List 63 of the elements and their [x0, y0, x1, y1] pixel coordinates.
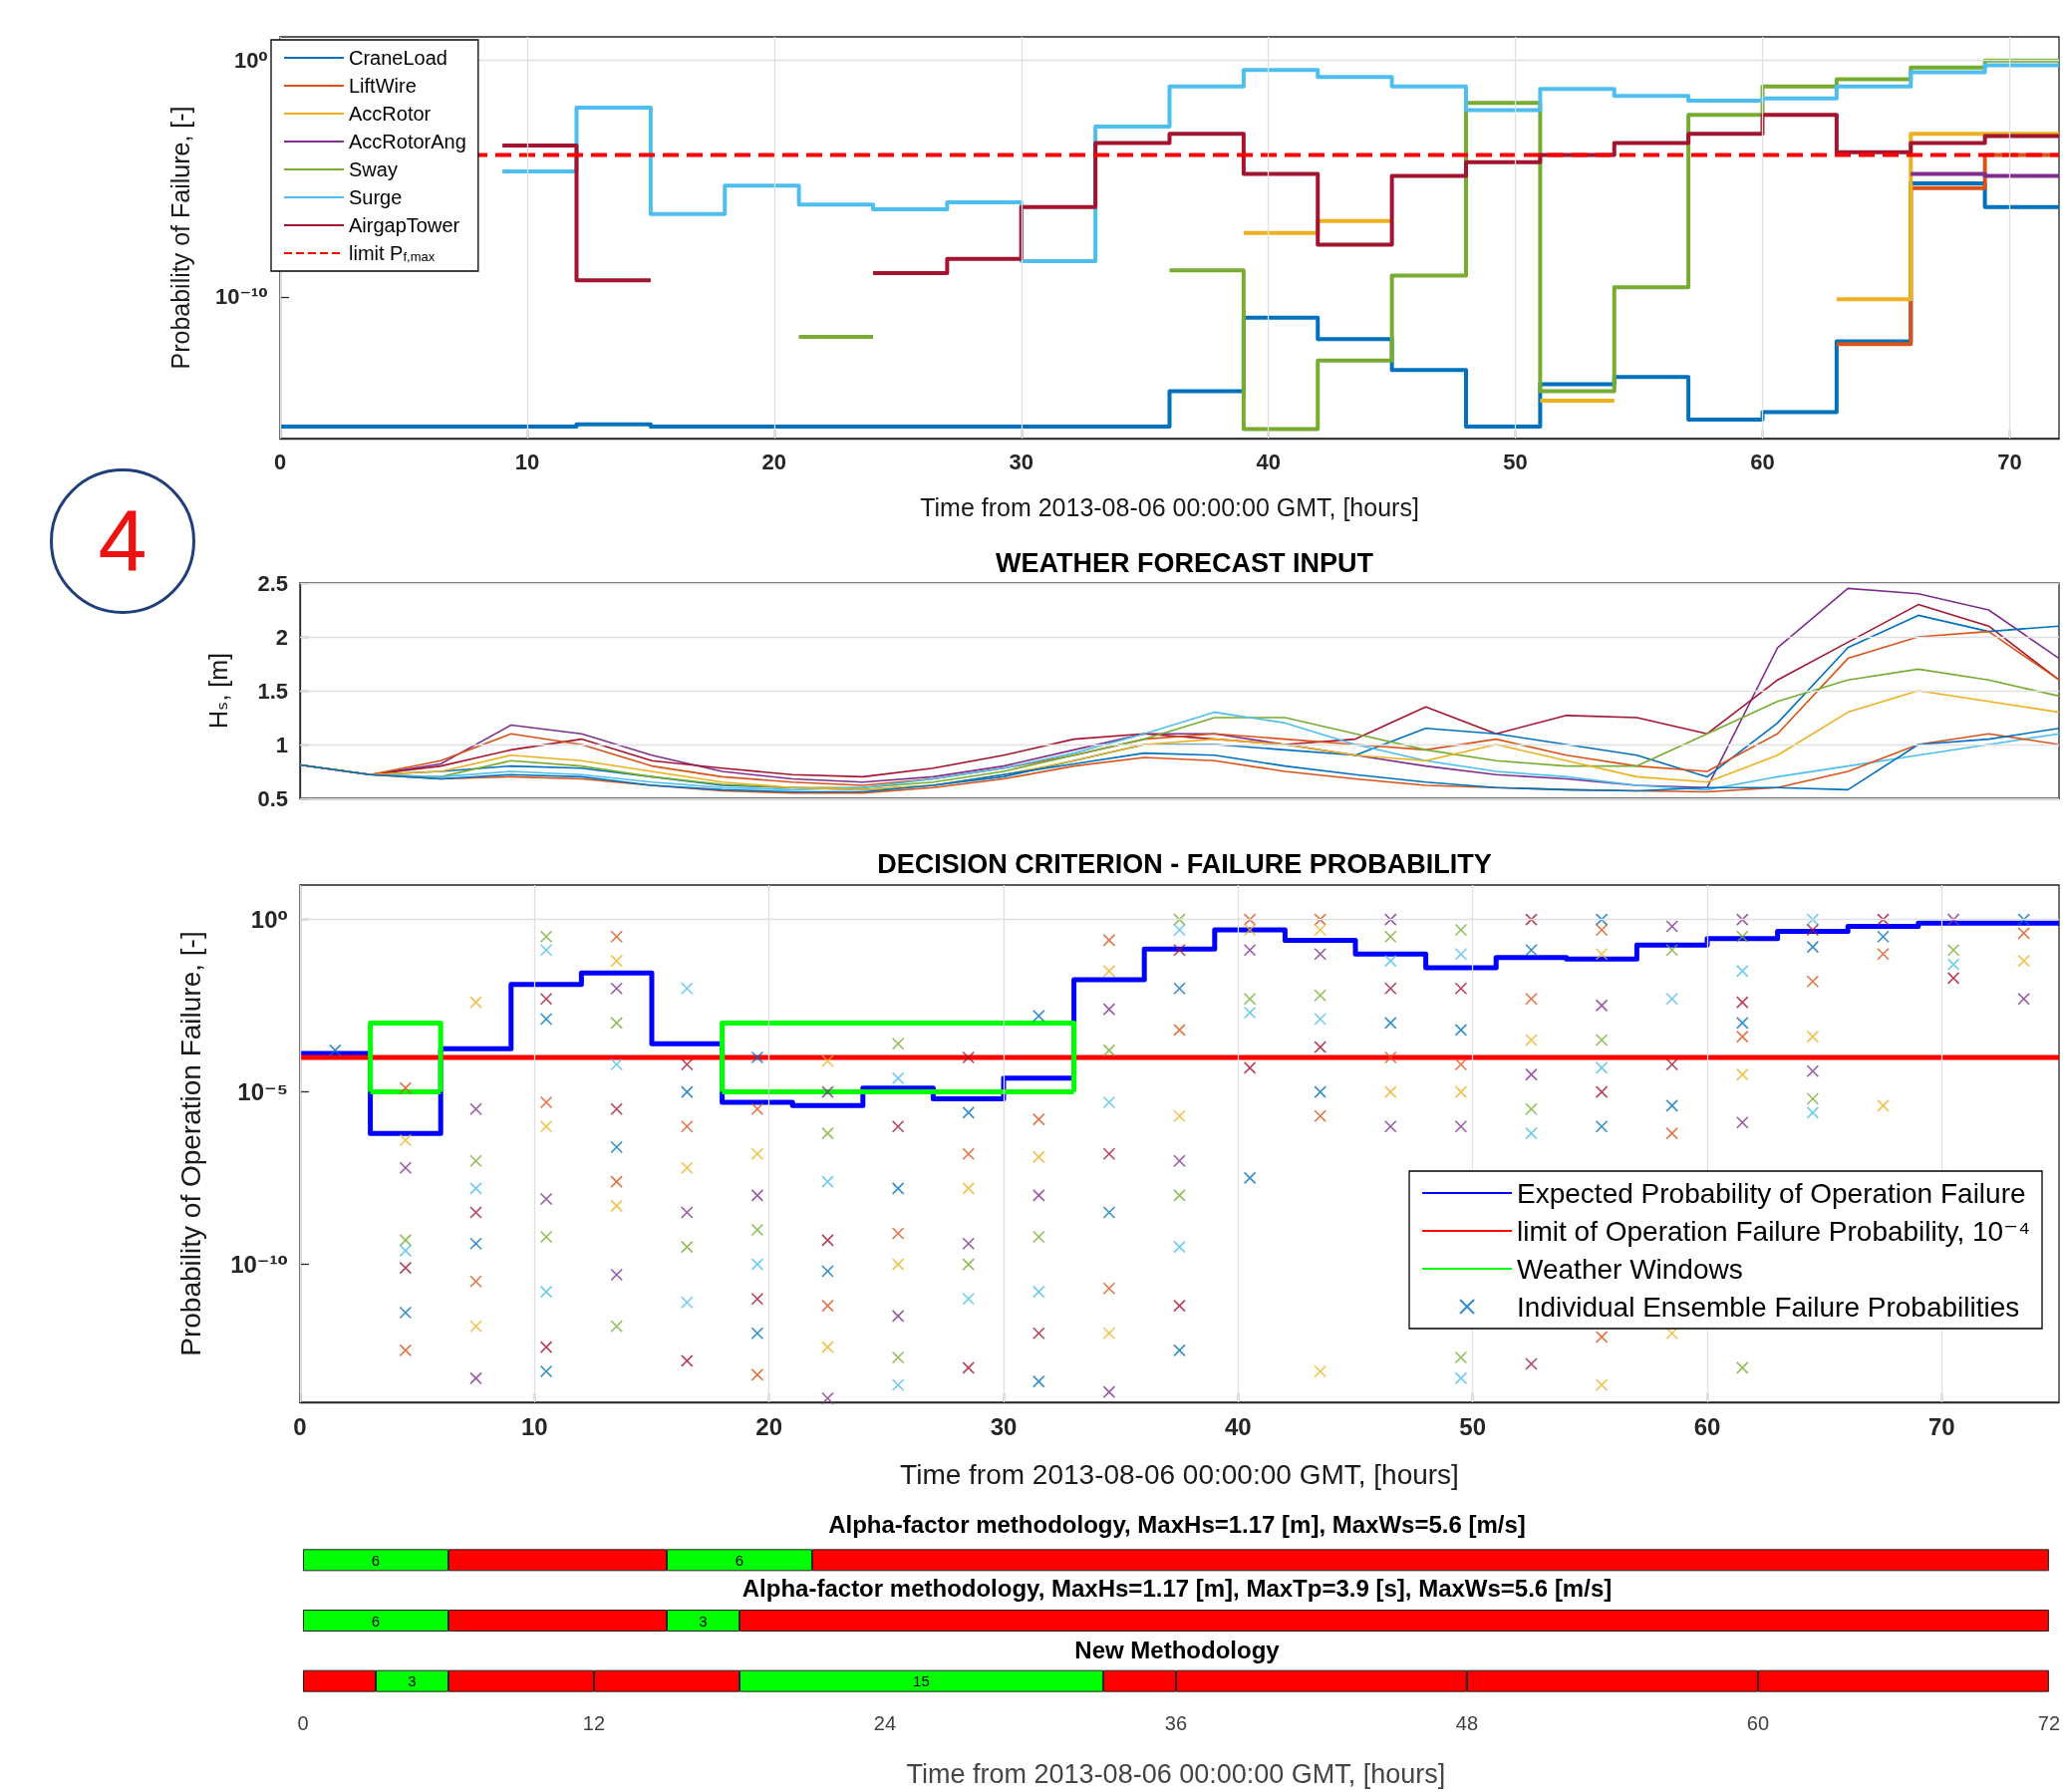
data-label: 3 — [408, 1672, 417, 1690]
y-tick-label: 2 — [275, 624, 288, 650]
chart-title: WEATHER FORECAST INPUT — [996, 547, 1374, 578]
x-axis-title: Time from 2013-08-06 00:00:00 GMT, [hours] — [920, 492, 1419, 521]
x-tick-label: 70 — [1997, 448, 2022, 474]
x-tick-label: 20 — [761, 448, 787, 474]
annotation: New Methodology — [1074, 1636, 1281, 1663]
x-tick-label: 12 — [582, 1712, 606, 1734]
y-axis-title: Probability of Operation Failure, [-] — [174, 931, 206, 1356]
legend-label: Surge — [349, 186, 403, 208]
x-tick-label: 36 — [1164, 1712, 1188, 1734]
x-axis-title: Time from 2013-08-06 00:00:00 GMT, [hours] — [906, 1758, 1446, 1789]
data-label: 15 — [913, 1672, 930, 1690]
x-tick-label: 50 — [1459, 1412, 1487, 1440]
x-tick-label: 50 — [1503, 448, 1528, 474]
y-tick-label: 10⁰ — [233, 48, 268, 74]
legend-label: CraneLoad — [349, 47, 447, 69]
y-tick-label: 10⁻¹⁰ — [214, 284, 268, 310]
data-label: 6 — [371, 1612, 381, 1630]
y-tick-label: 10⁻⁵ — [237, 1078, 288, 1106]
x-tick-label: 40 — [1224, 1412, 1252, 1440]
text: 4 — [97, 491, 148, 591]
y-tick-label: 0.5 — [257, 785, 288, 811]
x-tick-label: 0 — [293, 1412, 307, 1440]
data-label: 6 — [371, 1551, 381, 1569]
x-tick-label: 72 — [2037, 1712, 2060, 1734]
x-tick-label: 60 — [1746, 1712, 1770, 1734]
y-tick-label: 1 — [275, 732, 288, 757]
x-tick-label: 0 — [297, 1712, 309, 1734]
x-tick-label: 0 — [273, 448, 287, 474]
x-tick-label: 20 — [755, 1412, 783, 1440]
legend-label: AccRotor — [349, 103, 432, 125]
x-tick-label: 10 — [514, 448, 540, 474]
legend-label: limit of Operation Failure Probability, 10⁻⁴ — [1517, 1215, 2030, 1247]
annotation: Alpha-factor methodology, MaxHs=1.17 [m], MaxWs=5.6 [m/s] — [828, 1510, 1526, 1538]
annotation: Alpha-factor methodology, MaxHs=1.17 [m], MaxTp=3.9 [s], MaxWs=5.6 [m/s] — [741, 1574, 1613, 1602]
legend-label: limit Pf,max — [349, 242, 436, 264]
legend-label: Weather Windows — [1517, 1253, 1743, 1285]
y-axis-title: Probability of Failure, [-] — [165, 106, 194, 370]
x-tick-label: 40 — [1256, 448, 1281, 474]
x-tick-label: 48 — [1455, 1712, 1479, 1734]
y-tick-label: 10⁻¹⁰ — [230, 1251, 288, 1279]
legend-label: AccRotorAng — [349, 131, 466, 152]
x-axis-title: Time from 2013-08-06 00:00:00 GMT, [hours] — [900, 1458, 1459, 1490]
chart-title: DECISION CRITERION - FAILURE PROBABILITY — [877, 848, 1492, 879]
x-tick-label: 60 — [1693, 1412, 1721, 1440]
legend-label: Expected Probability of Operation Failure — [1517, 1177, 2026, 1209]
legend-label: Individual Ensemble Failure Probabilities — [1517, 1291, 2020, 1323]
x-tick-label: 10 — [520, 1412, 548, 1440]
y-tick-label: 2.5 — [257, 570, 288, 596]
legend-label: LiftWire — [349, 75, 417, 97]
data-label: 6 — [735, 1551, 744, 1569]
legend-label: AirgapTower — [349, 214, 460, 236]
x-tick-label: 70 — [1927, 1412, 1955, 1440]
y-tick-label: 1.5 — [257, 678, 288, 704]
x-tick-label: 60 — [1750, 448, 1775, 474]
data-label: 3 — [699, 1612, 708, 1630]
y-axis-title: Hₛ, [m] — [203, 653, 232, 729]
x-tick-label: 24 — [873, 1712, 897, 1734]
x-tick-label: 30 — [1009, 448, 1033, 474]
y-tick-label: 10⁰ — [250, 906, 288, 934]
legend-label: Sway — [349, 158, 398, 180]
x-tick-label: 30 — [990, 1412, 1018, 1440]
